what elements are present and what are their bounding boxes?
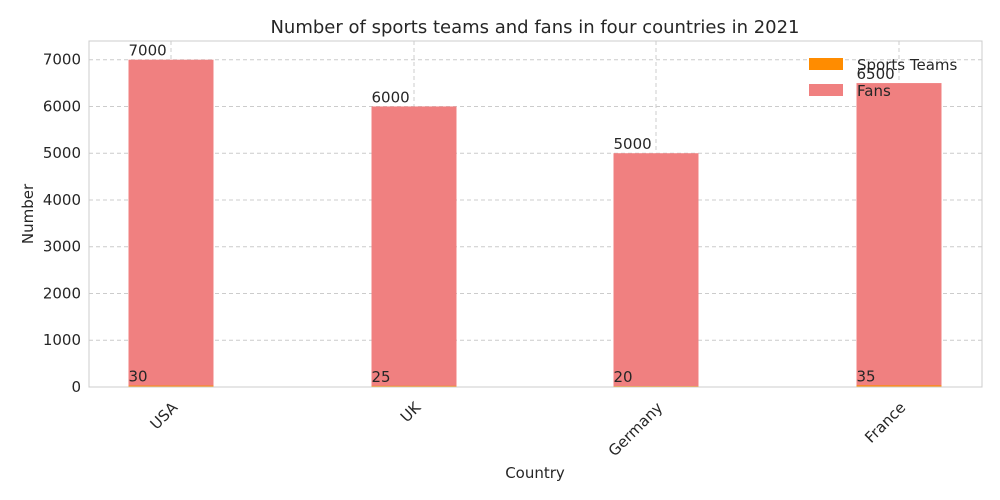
x-tick-label: France xyxy=(861,399,909,447)
y-tick-label: 6000 xyxy=(43,97,81,115)
x-axis-ticks: USA UK Germany France xyxy=(147,398,910,460)
plot-frame xyxy=(88,40,983,388)
bars xyxy=(128,59,942,388)
bar-fans xyxy=(371,106,457,387)
data-label-sports-teams: 35 xyxy=(857,367,876,385)
bar-sports-teams xyxy=(371,385,457,387)
legend-swatch-fans xyxy=(809,84,843,96)
y-axis-label: Number xyxy=(19,183,37,244)
y-tick-label: 4000 xyxy=(43,191,81,209)
y-tick-label: 2000 xyxy=(43,284,81,302)
x-tick-label: USA xyxy=(147,398,182,433)
data-labels: 30 25 20 35 7000 6000 5000 6500 xyxy=(129,42,895,386)
bar-fans xyxy=(856,83,942,387)
data-label-fans: 7000 xyxy=(129,42,167,60)
gridlines xyxy=(89,41,982,388)
data-label-fans: 6000 xyxy=(372,88,410,106)
data-label-sports-teams: 20 xyxy=(614,368,633,386)
bar-fans xyxy=(128,59,214,388)
y-tick-label: 3000 xyxy=(43,238,81,256)
legend-label-sports-teams: Sports Teams xyxy=(857,56,957,74)
legend-swatch-sports-teams xyxy=(809,58,843,70)
chart-title: Number of sports teams and fans in four … xyxy=(270,17,799,38)
y-tick-label: 7000 xyxy=(43,51,81,69)
x-tick-label: UK xyxy=(397,398,425,426)
y-axis-ticks: 0 1000 2000 3000 4000 5000 6000 7000 xyxy=(43,51,81,396)
bar-fans xyxy=(613,153,699,387)
data-label-fans: 6500 xyxy=(857,65,895,83)
legend: Sports Teams Fans xyxy=(809,56,957,100)
data-label-sports-teams: 30 xyxy=(129,368,148,386)
y-tick-label: 0 xyxy=(71,378,81,396)
data-label-sports-teams: 25 xyxy=(372,368,391,386)
x-tick-label: Germany xyxy=(605,398,667,460)
legend-label-fans: Fans xyxy=(857,82,891,100)
data-label-fans: 5000 xyxy=(614,135,652,153)
x-axis-label: Country xyxy=(505,464,565,482)
y-tick-label: 5000 xyxy=(43,144,81,162)
bar-sports-teams xyxy=(128,385,214,387)
y-tick-label: 1000 xyxy=(43,331,81,349)
bar-sports-teams xyxy=(856,385,942,387)
